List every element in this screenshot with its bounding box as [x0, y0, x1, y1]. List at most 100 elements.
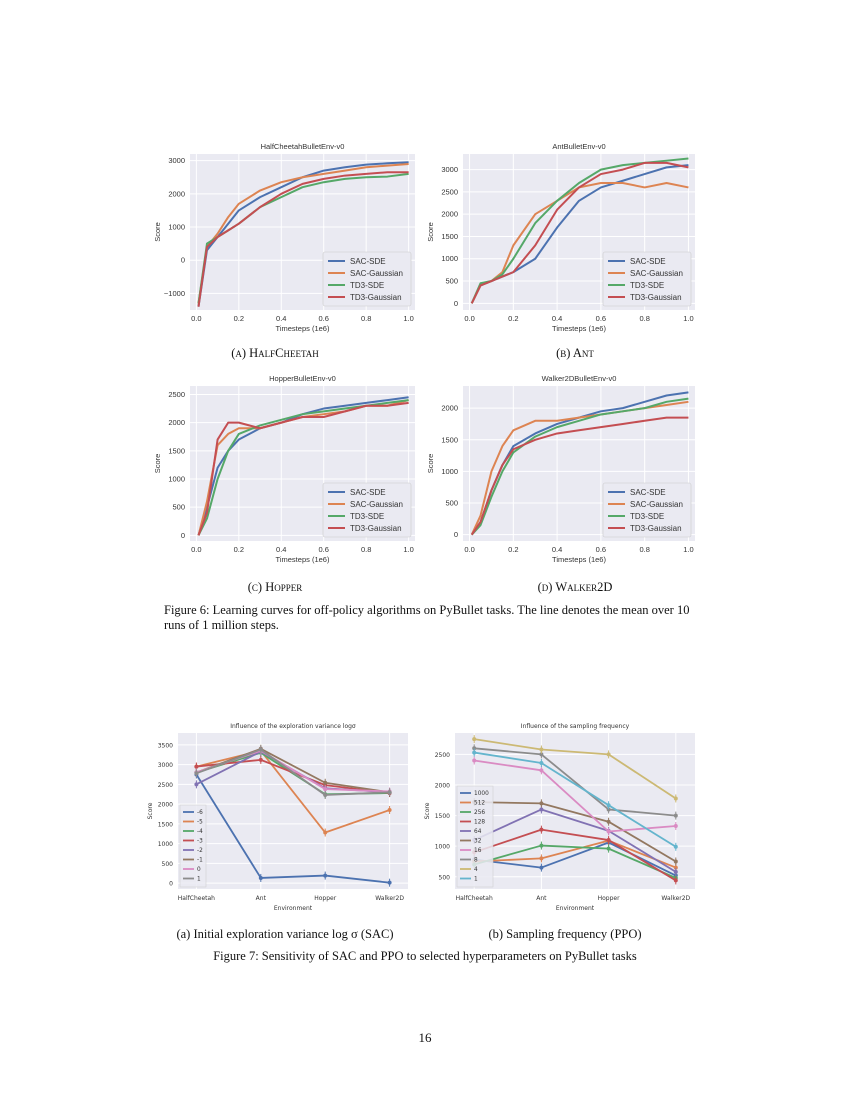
legend-label: SAC-Gaussian	[630, 269, 683, 278]
y-tick-label: 2000	[441, 404, 458, 413]
y-axis-label: Score	[426, 454, 435, 474]
y-tick-label: 1000	[435, 844, 450, 851]
y-tick-label: 0	[169, 881, 173, 888]
legend-label: 256	[474, 810, 485, 816]
subcaption-ant: (b) Ant	[556, 346, 594, 360]
y-tick-label: 0	[454, 299, 458, 308]
legend-label: SAC-SDE	[350, 257, 386, 266]
chart-1: 0 500 1000 1500 2000 2500 3000 0.0 0.2 0.4 0.6 0.8 1…	[426, 142, 695, 333]
series-line-8	[474, 747, 676, 817]
legend-label: -5	[197, 820, 203, 826]
legend-label: 8	[474, 858, 478, 864]
legend-label: 64	[474, 829, 482, 835]
x-tick-label: 0.2	[234, 314, 244, 323]
y-tick-label: 1000	[441, 254, 458, 263]
chart-title: Influence of the exploration variance lo…	[230, 723, 356, 730]
legend: SAC-SDE SAC-Gaussian TD3-SDE TD3-Gaussian	[602, 251, 692, 307]
x-tick-label: Hopper	[598, 895, 620, 902]
series-line-TD3-Gaussian	[470, 161, 689, 304]
y-tick-label: 0	[454, 530, 458, 539]
chart-0: −1000 0 1000 2000 3000 0.0 0.2 0.4 0.6 0.8 1.0 Half…	[153, 142, 415, 333]
legend-label: 512	[474, 801, 485, 807]
series-line-128	[473, 828, 677, 882]
subcaption-exploration-variance: (a) Initial exploration variance log σ (…	[176, 927, 394, 941]
y-axis-label: Score	[147, 802, 154, 819]
x-tick-label: 0.4	[552, 545, 562, 554]
y-tick-label: 2500	[168, 390, 185, 399]
y-axis-label: Score	[424, 802, 431, 819]
y-tick-label: 500	[172, 503, 185, 512]
legend-label: TD3-SDE	[350, 512, 384, 521]
x-tick-label: 0.4	[276, 314, 286, 323]
series-line-16	[474, 759, 676, 833]
y-tick-label: 2000	[441, 210, 458, 219]
x-tick-label: Ant	[256, 895, 267, 902]
x-tick-label: 0.6	[319, 545, 329, 554]
y-tick-label: 3000	[158, 762, 173, 769]
x-tick-label: 0.8	[639, 314, 649, 323]
legend-label: SAC-SDE	[630, 488, 666, 497]
y-tick-label: 1500	[435, 813, 450, 820]
x-tick-label: Walker2D	[661, 895, 690, 902]
chart-2: 0 500 1000 1500 2000 2500 0.0 0.2 0.4 0.6 0.8 1.0 Ho…	[153, 374, 415, 564]
x-tick-label: 0.2	[508, 545, 518, 554]
subcaption-walker2d: (d) Walker2D	[537, 580, 613, 594]
y-tick-label: 3000	[441, 165, 458, 174]
chart-title: Walker2DBulletEnv-v0	[542, 374, 617, 383]
series-line-32	[474, 801, 677, 863]
legend-label: SAC-Gaussian	[350, 269, 403, 278]
figure-6-caption: Figure 6: Learning curves for off-policy…	[164, 603, 690, 632]
y-axis-label: Score	[426, 222, 435, 242]
plot-area	[178, 733, 408, 889]
legend-label: TD3-Gaussian	[630, 293, 682, 302]
y-tick-label: 1500	[441, 232, 458, 241]
legend-label: -6	[197, 810, 203, 816]
legend-box	[602, 482, 692, 538]
x-tick-label: 0.6	[596, 545, 606, 554]
legend-box	[179, 804, 207, 888]
x-tick-label: 0.0	[464, 314, 474, 323]
series-line-1000	[474, 841, 677, 877]
legend-label: -3	[197, 839, 203, 845]
legend-label: SAC-SDE	[630, 257, 666, 266]
y-tick-label: 1000	[168, 223, 185, 232]
x-axis-label: Timesteps (1e6)	[552, 555, 606, 564]
y-tick-label: 500	[162, 861, 174, 868]
legend-label: -1	[197, 858, 203, 864]
legend-label: TD3-Gaussian	[350, 524, 402, 533]
y-tick-label: 2000	[435, 783, 450, 790]
chart-title: Influence of the sampling frequency	[521, 723, 630, 730]
y-tick-label: 3500	[158, 742, 173, 749]
chart-4: 0 500 1000 1500 2000 2500 3000 3500 HalfCheetah A…	[147, 723, 408, 912]
page-number: 16	[418, 1030, 432, 1045]
series-line--6	[195, 773, 390, 884]
x-tick-label: 0.0	[191, 545, 201, 554]
x-tick-label: 0.0	[191, 314, 201, 323]
y-tick-label: 1000	[158, 841, 173, 848]
y-tick-label: 2500	[435, 752, 450, 759]
x-tick-label: 0.2	[234, 545, 244, 554]
x-tick-label: 0.8	[361, 314, 371, 323]
x-tick-label: HalfCheetah	[456, 895, 493, 902]
legend: 1000 512 256 128 64 32 16 8 4 1	[456, 785, 494, 888]
x-tick-label: 0.6	[596, 314, 606, 323]
y-tick-label: 500	[445, 277, 458, 286]
chart-title: HopperBulletEnv-v0	[269, 374, 336, 383]
legend-label: 32	[474, 839, 482, 845]
legend-label: SAC-Gaussian	[630, 500, 683, 509]
legend-label: 1000	[474, 791, 489, 797]
legend-label: -2	[197, 848, 203, 854]
series-line-1	[196, 748, 390, 796]
series-line-TD3-Gaussian	[197, 171, 409, 307]
legend-label: 16	[474, 848, 482, 854]
y-tick-label: 1500	[168, 446, 185, 455]
legend-label: TD3-SDE	[350, 281, 384, 290]
x-axis-label: Timesteps (1e6)	[552, 324, 606, 333]
y-tick-label: 1500	[158, 821, 173, 828]
series-line-512	[474, 839, 677, 869]
subcaption-halfcheetah: (a) HalfCheetah	[231, 346, 319, 360]
legend-label: 1	[474, 877, 478, 883]
x-tick-label: 0.0	[464, 545, 474, 554]
y-tick-label: 1000	[441, 467, 458, 476]
